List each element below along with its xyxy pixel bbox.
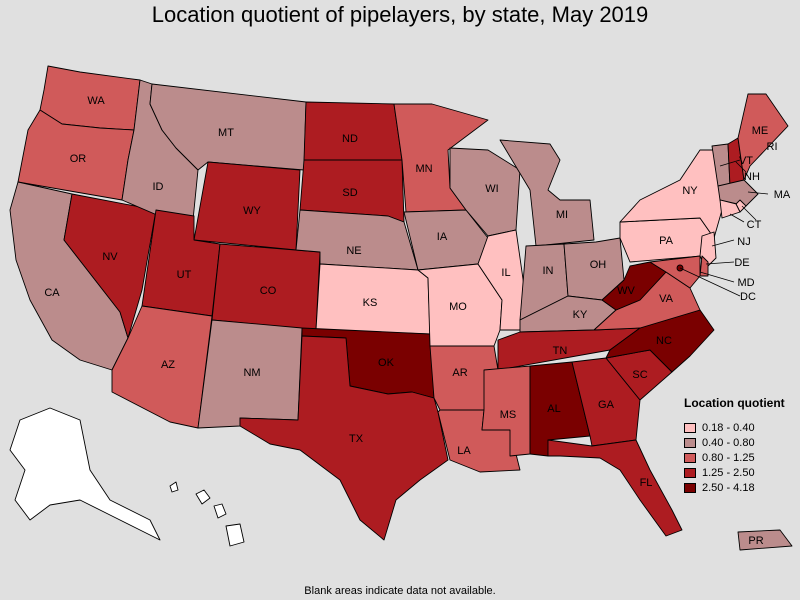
label-TN: TN [553, 345, 568, 357]
label-IA: IA [437, 231, 448, 243]
state-DE[interactable] [699, 255, 709, 277]
legend-swatch [684, 467, 696, 478]
legend-swatch [684, 452, 696, 463]
legend-title: Location quotient [684, 396, 785, 410]
label-CO: CO [260, 285, 277, 297]
state-MD[interactable] [649, 255, 701, 289]
legend-swatch [684, 482, 696, 493]
label-MA: MA [774, 189, 791, 201]
label-GA: GA [598, 399, 615, 411]
legend-label: 2.50 - 4.18 [702, 481, 755, 494]
label-TX: TX [349, 433, 364, 445]
legend-swatch [684, 437, 696, 448]
state-MI[interactable] [499, 139, 595, 247]
label-NY: NY [682, 185, 698, 197]
legend-label: 0.40 - 0.80 [702, 436, 755, 449]
label-WY: WY [243, 205, 261, 217]
label-NV: NV [102, 251, 118, 263]
label-OR: OR [70, 153, 87, 165]
leader-lines [679, 159, 769, 297]
label-NC: NC [656, 335, 672, 347]
state-HI[interactable] [169, 481, 245, 547]
label-KY: KY [573, 309, 588, 321]
label-LA: LA [457, 445, 471, 457]
footnote: Blank areas indicate data not available. [304, 585, 496, 597]
label-NE: NE [346, 245, 361, 257]
label-MI: MI [556, 209, 568, 221]
label-OK: OK [378, 357, 395, 369]
state-TX[interactable] [239, 335, 449, 541]
state-ND[interactable] [303, 101, 403, 161]
label-MS: MS [500, 409, 517, 421]
label-PR: PR [748, 535, 763, 547]
legend-label: 1.25 - 2.50 [702, 466, 755, 479]
label-NJ: NJ [737, 236, 750, 248]
label-DC: DC [740, 291, 756, 303]
legend-item: 2.50 - 4.18 [684, 480, 796, 495]
label-FL: FL [640, 477, 653, 489]
legend-label: 0.18 - 0.40 [702, 421, 755, 434]
label-SD: SD [342, 187, 357, 199]
label-RI: RI [767, 141, 778, 153]
legend-item: 0.40 - 0.80 [684, 435, 796, 450]
label-AR: AR [452, 367, 467, 379]
label-MT: MT [218, 127, 234, 139]
state-PR[interactable] [737, 529, 793, 551]
legend-swatch [684, 422, 696, 433]
label-CT: CT [747, 219, 762, 231]
label-UT: UT [177, 269, 192, 281]
label-PA: PA [659, 235, 674, 247]
label-MD: MD [737, 277, 754, 289]
legend-item: 1.25 - 2.50 [684, 465, 796, 480]
state-FL[interactable] [547, 439, 683, 537]
label-ID: ID [153, 181, 164, 193]
state-labels: WA OR CA NV ID MT WY UT AZ CO NM ND SD N… [44, 95, 791, 547]
label-NH: NH [744, 171, 760, 183]
legend-item: 0.80 - 1.25 [684, 450, 796, 465]
map-title: Location quotient of pipelayers, by stat… [151, 2, 649, 27]
state-IL[interactable] [477, 229, 527, 331]
label-WA: WA [87, 95, 105, 107]
state-CT[interactable] [719, 199, 741, 219]
label-MN: MN [415, 163, 432, 175]
label-KS: KS [363, 297, 378, 309]
state-AK[interactable] [9, 407, 161, 541]
label-ME: ME [752, 125, 769, 137]
label-OH: OH [590, 259, 607, 271]
state-ME[interactable] [737, 93, 789, 181]
label-WI: WI [485, 183, 498, 195]
label-MO: MO [449, 301, 467, 313]
label-AL: AL [547, 403, 560, 415]
label-CA: CA [44, 287, 60, 299]
state-MA[interactable] [717, 179, 759, 207]
label-IL: IL [501, 267, 510, 279]
legend: Location quotient 0.18 - 0.40 0.40 - 0.8… [684, 396, 796, 495]
label-WV: WV [617, 285, 635, 297]
label-ND: ND [342, 133, 358, 145]
label-SC: SC [632, 369, 647, 381]
label-VT: VT [739, 155, 753, 167]
label-VA: VA [659, 293, 674, 305]
legend-item: 0.18 - 0.40 [684, 420, 796, 435]
label-IN: IN [543, 265, 554, 277]
label-AZ: AZ [161, 359, 175, 371]
label-DE: DE [734, 257, 749, 269]
label-NM: NM [243, 367, 260, 379]
legend-label: 0.80 - 1.25 [702, 451, 755, 464]
